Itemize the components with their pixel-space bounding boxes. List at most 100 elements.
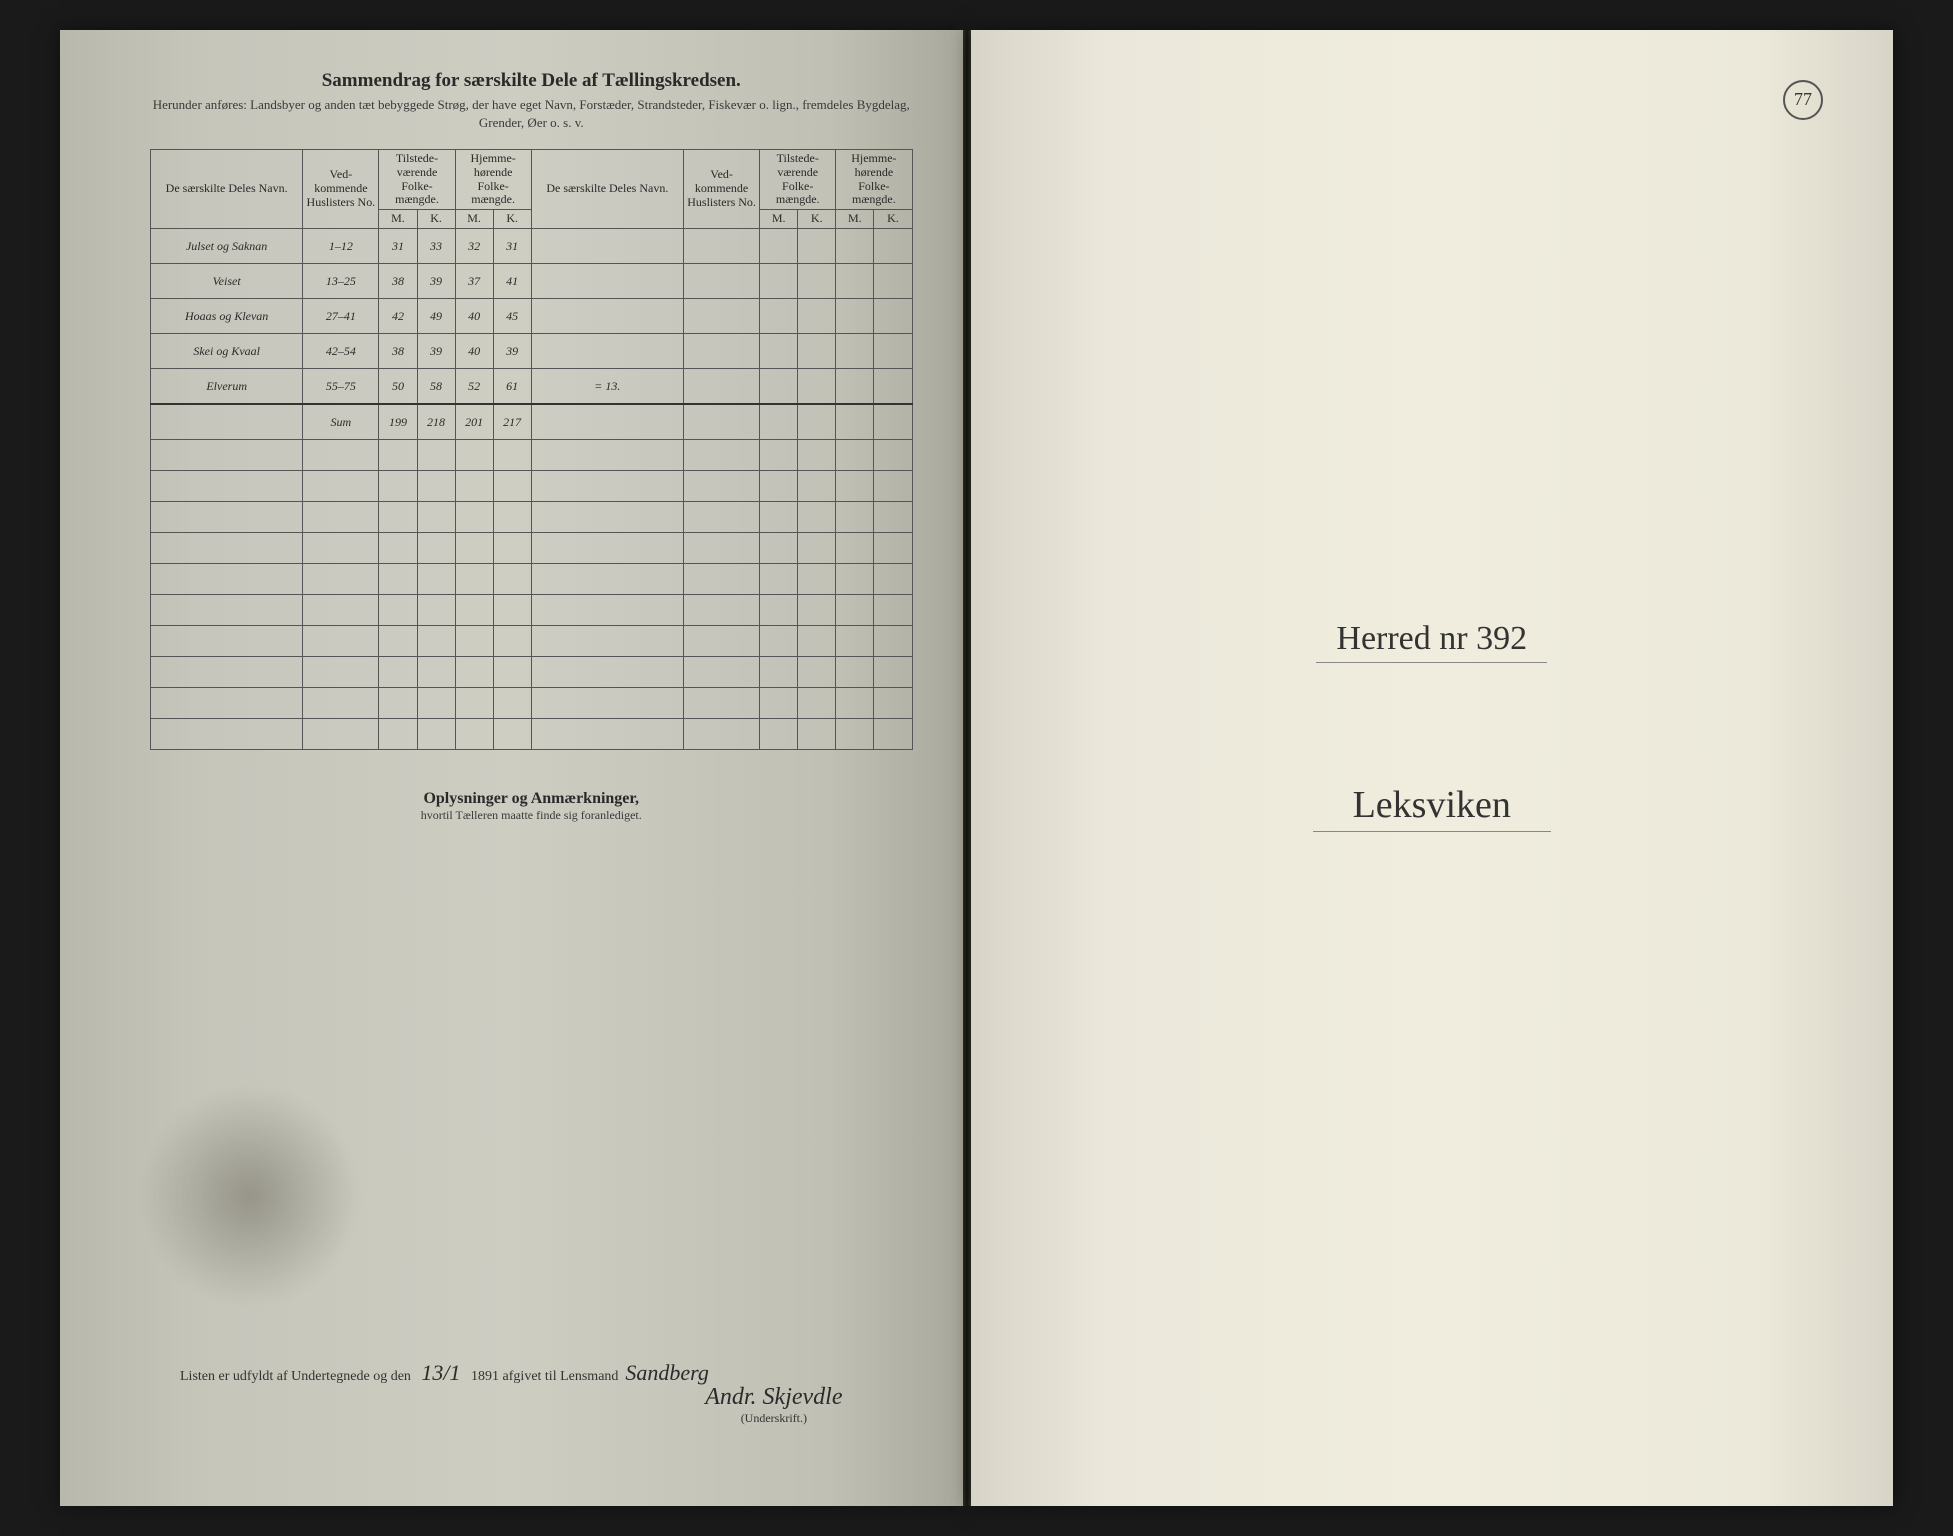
signature-block: Andr. Skjevdle (Underskrift.) [705,1384,842,1426]
cell-empty [417,564,455,595]
ink-stain [140,1086,360,1306]
cell-empty [874,471,912,502]
cell-empty [874,264,912,299]
th-m: M. [379,210,417,229]
cell-empty [836,334,874,369]
cell-empty [379,564,417,595]
cell-empty [874,564,912,595]
th-hjemme: Hjemme-hørende Folke-mængde. [455,150,531,210]
cell-empty [760,657,798,688]
cell-empty [151,719,303,750]
cell-sum-label: Sum [303,404,379,440]
cell-empty [798,299,836,334]
cell-empty [836,264,874,299]
cell-empty [303,595,379,626]
cell-empty [836,404,874,440]
cell-empty [303,657,379,688]
cell-empty [531,719,683,750]
table-body: Julset og Saknan1–1231333231Veiset13–253… [151,229,913,750]
table-row [151,626,913,657]
th-name-2: De særskilte Deles Navn. [531,150,683,229]
cell-empty [493,657,531,688]
footer-prefix: Listen er udfyldt af Undertegnede og den [180,1369,411,1384]
cell-tk: 39 [417,334,455,369]
cell-empty [684,502,760,533]
cell-sum-tm: 199 [379,404,417,440]
cell-empty [493,471,531,502]
cell-name: Hoaas og Klevan [151,299,303,334]
cell-note [531,264,683,299]
cell-empty [874,657,912,688]
cell-empty [531,564,683,595]
th-no-2: Ved-kommende Huslisters No. [684,150,760,229]
cell-empty [417,471,455,502]
table-row [151,719,913,750]
th-k: K. [874,210,912,229]
cell-empty [874,404,912,440]
cell-name: Elverum [151,369,303,405]
table-row [151,502,913,533]
cell-empty [455,564,493,595]
table-row [151,595,913,626]
cell-empty [798,334,836,369]
table-row [151,471,913,502]
cell-empty [303,471,379,502]
cell-empty [760,229,798,264]
cell-empty [798,471,836,502]
book-spine [963,30,971,1506]
cell-empty [684,626,760,657]
footer-mid: 1891 afgivet til Lensmand [471,1369,618,1384]
cell-empty [760,533,798,564]
cell-empty [151,657,303,688]
cell-empty [798,440,836,471]
cell-empty [455,440,493,471]
cell-empty [151,404,303,440]
cell-empty [798,369,836,405]
cell-empty [379,626,417,657]
cell-tm: 42 [379,299,417,334]
cell-name: Skei og Kvaal [151,334,303,369]
place-name: Leksviken [1313,783,1551,832]
cell-sum-hm: 201 [455,404,493,440]
cell-empty [493,533,531,564]
cell-note [531,229,683,264]
cell-empty [684,471,760,502]
cell-empty [760,369,798,405]
cell-hk: 61 [493,369,531,405]
cell-empty [151,440,303,471]
table-row [151,533,913,564]
cell-empty [684,688,760,719]
table-row: Skei og Kvaal42–5438394039 [151,334,913,369]
cell-empty [836,369,874,405]
cell-empty [455,688,493,719]
cell-hk: 31 [493,229,531,264]
th-hjemme-2: Hjemme-hørende Folke-mængde. [836,150,912,210]
cell-empty [303,626,379,657]
cell-empty [836,229,874,264]
cell-tm: 50 [379,369,417,405]
cell-empty [684,564,760,595]
cell-empty [760,334,798,369]
cell-empty [303,719,379,750]
table-row [151,657,913,688]
cell-empty [493,564,531,595]
cell-empty [379,471,417,502]
table-row [151,440,913,471]
cell-hm: 52 [455,369,493,405]
table-row [151,564,913,595]
cell-empty [455,502,493,533]
cell-empty [798,404,836,440]
th-k: K. [798,210,836,229]
cell-empty [303,440,379,471]
census-table: De særskilte Deles Navn. Ved-kommende Hu… [150,149,913,750]
cell-tk: 33 [417,229,455,264]
cell-empty [836,502,874,533]
cell-empty [874,229,912,264]
table-row [151,688,913,719]
cell-empty [417,440,455,471]
cell-empty [684,404,760,440]
table-row: Veiset13–2538393741 [151,264,913,299]
cell-empty [874,595,912,626]
cell-tk: 39 [417,264,455,299]
cell-empty [379,440,417,471]
